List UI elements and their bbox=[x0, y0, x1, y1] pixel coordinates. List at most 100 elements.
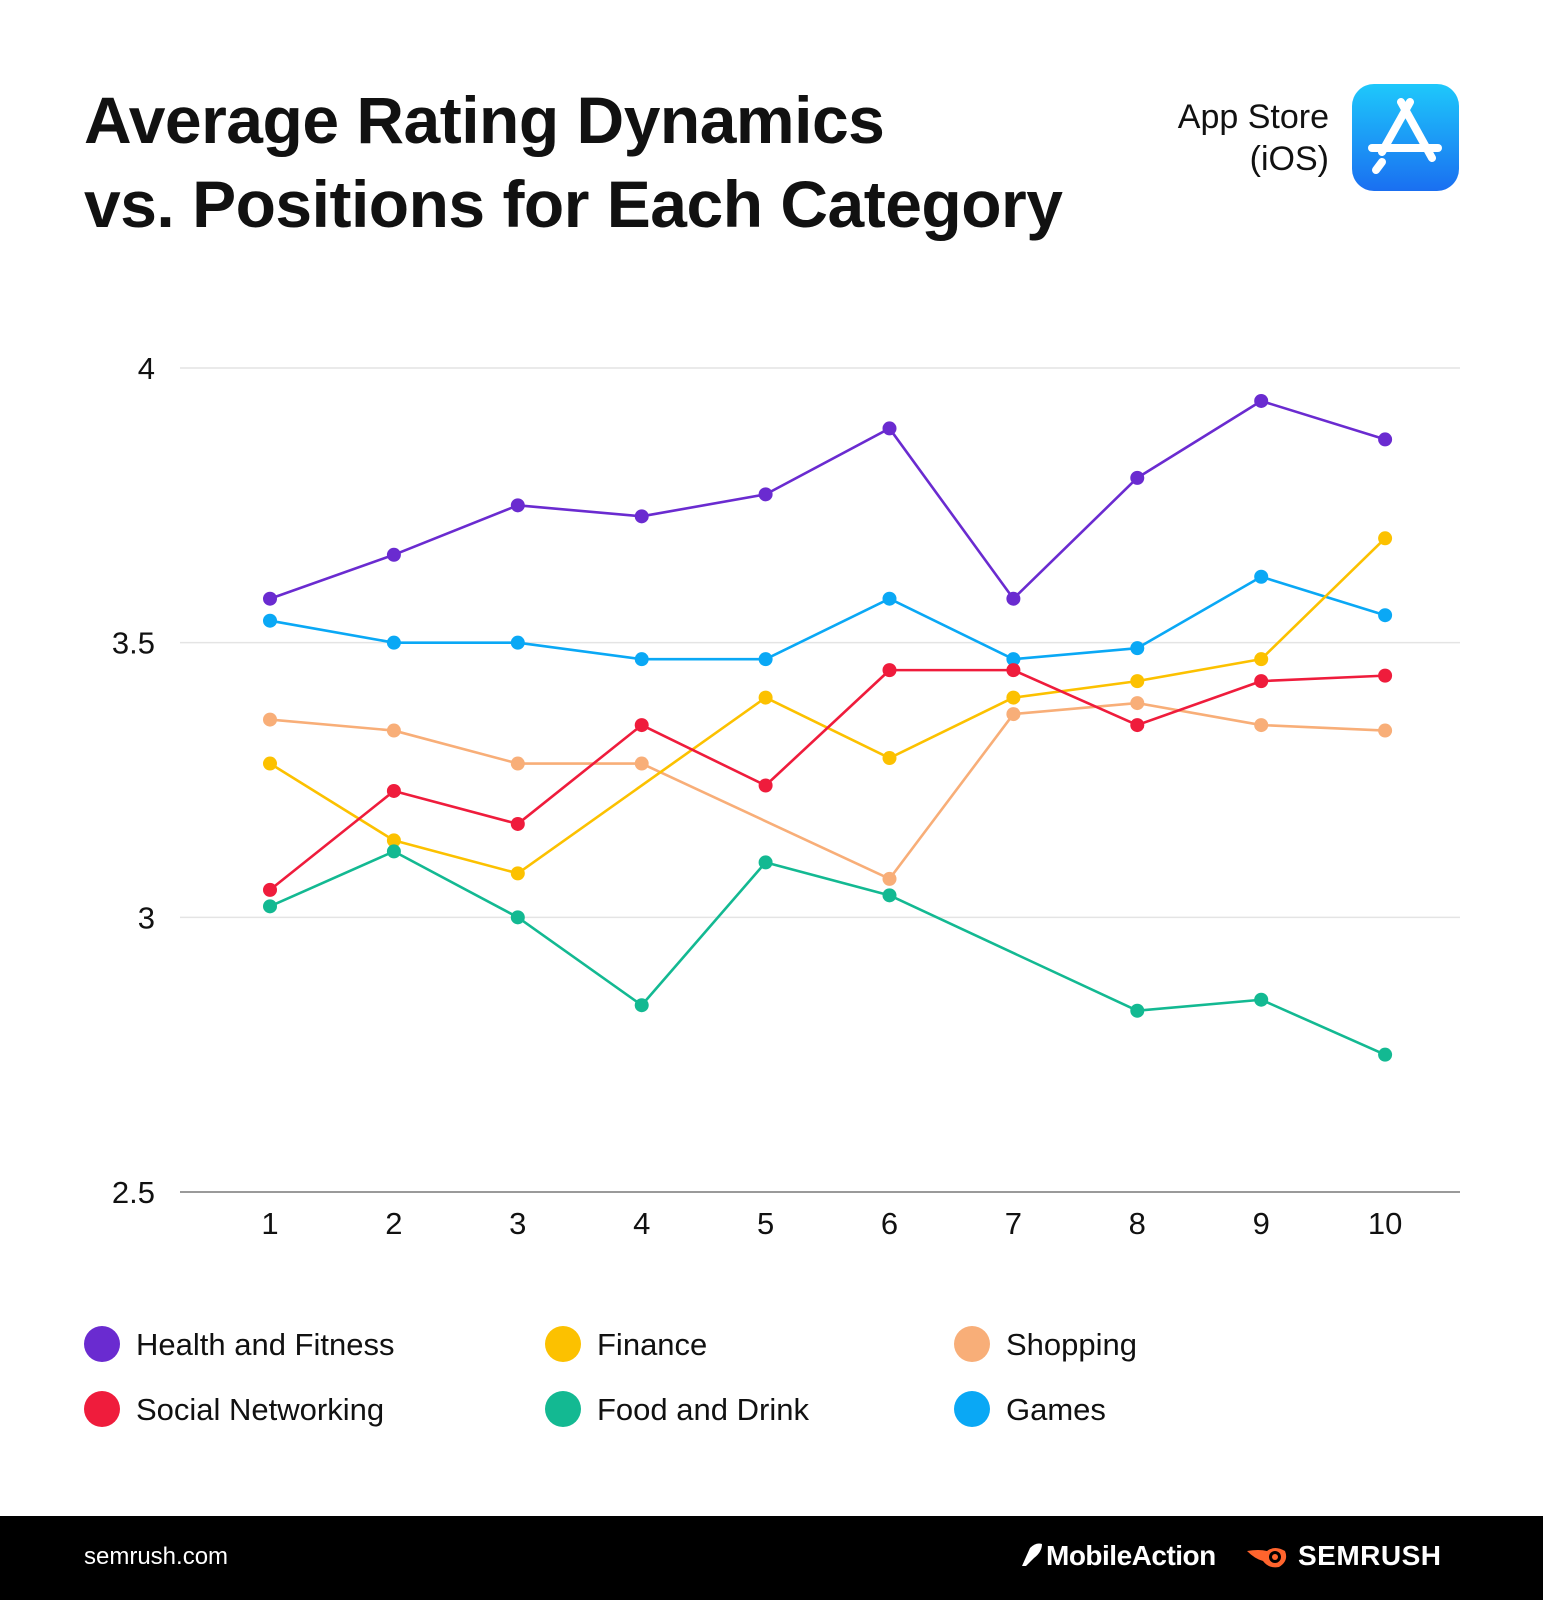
x-tick-label: 1 bbox=[261, 1206, 278, 1241]
data-point-finance bbox=[1254, 652, 1269, 667]
data-point-health-and-fitness bbox=[386, 547, 401, 562]
data-point-games bbox=[1130, 641, 1145, 656]
data-point-food-and-drink bbox=[882, 888, 897, 903]
data-point-games bbox=[1254, 569, 1269, 584]
data-point-health-and-fitness bbox=[263, 591, 277, 606]
store-label-line-1: App Store bbox=[1177, 98, 1329, 136]
data-point-social-networking bbox=[386, 783, 401, 798]
app-store-icon bbox=[1352, 84, 1459, 191]
y-tick-label: 4 bbox=[138, 351, 155, 386]
data-point-food-and-drink bbox=[1254, 992, 1269, 1007]
legend-label: Social Networking bbox=[136, 1392, 385, 1427]
title-line-1: Average Rating Dynamics bbox=[84, 83, 885, 157]
data-point-finance bbox=[386, 833, 401, 848]
data-point-social-networking bbox=[634, 718, 649, 733]
series-line-health-and-fitness bbox=[269, 399, 1386, 601]
data-point-games bbox=[263, 613, 277, 628]
data-point-shopping bbox=[634, 756, 649, 771]
series-line-social-networking bbox=[269, 668, 1386, 891]
series-line-finance bbox=[269, 537, 1387, 875]
x-tick-label: 7 bbox=[1005, 1206, 1022, 1241]
data-point-social-networking bbox=[1130, 718, 1145, 733]
title-line-2: vs. Positions for Each Category bbox=[84, 167, 1063, 241]
data-point-health-and-fitness bbox=[510, 498, 525, 513]
legend-label: Finance bbox=[597, 1327, 708, 1362]
data-point-social-networking bbox=[263, 882, 277, 897]
legend-label: Health and Fitness bbox=[136, 1327, 395, 1362]
data-point-food-and-drink bbox=[510, 910, 525, 925]
data-point-health-and-fitness bbox=[634, 509, 649, 524]
data-point-games bbox=[386, 635, 401, 650]
legend-dot-icon bbox=[545, 1326, 581, 1362]
store-label: App Store (iOS) bbox=[1178, 96, 1329, 180]
x-tick-label: 6 bbox=[881, 1206, 898, 1241]
legend-dot-icon bbox=[84, 1391, 120, 1427]
x-tick-label: 3 bbox=[509, 1206, 526, 1241]
data-point-shopping bbox=[386, 723, 401, 738]
data-point-health-and-fitness bbox=[1254, 393, 1269, 408]
data-point-food-and-drink bbox=[634, 998, 649, 1013]
data-point-health-and-fitness bbox=[1378, 432, 1393, 447]
data-point-games bbox=[634, 652, 649, 667]
legend-label: Food and Drink bbox=[597, 1392, 809, 1427]
x-tick-label: 8 bbox=[1129, 1206, 1146, 1241]
legend-dot-icon bbox=[84, 1326, 120, 1362]
x-tick-label: 10 bbox=[1368, 1206, 1402, 1241]
line-chart: 2.5 3 3.5 4 1 2 3 4 5 6 7 8 9 10 bbox=[112, 351, 1460, 1241]
y-tick-label: 3.5 bbox=[112, 626, 155, 661]
data-point-health-and-fitness bbox=[1006, 591, 1021, 606]
data-point-shopping bbox=[1130, 696, 1145, 711]
x-tick-label: 5 bbox=[757, 1206, 774, 1241]
legend-label: Games bbox=[1006, 1392, 1106, 1427]
data-point-games bbox=[1378, 608, 1393, 623]
y-tick-label: 3 bbox=[138, 900, 155, 935]
data-point-food-and-drink bbox=[263, 899, 277, 914]
x-tick-label: 4 bbox=[633, 1206, 650, 1241]
footer-bar: semrush.com MobileAction SEMRUSH bbox=[0, 1516, 1543, 1600]
series-line-food-and-drink bbox=[269, 850, 1386, 1056]
page-title: Average Rating Dynamics vs. Positions fo… bbox=[84, 78, 1063, 246]
data-point-health-and-fitness bbox=[758, 487, 773, 502]
data-point-finance bbox=[263, 756, 277, 771]
data-point-finance bbox=[1130, 674, 1145, 689]
data-point-shopping bbox=[1006, 707, 1021, 722]
mobileaction-logo-text: MobileAction bbox=[1046, 1540, 1216, 1571]
footer-url: semrush.com bbox=[84, 1543, 229, 1570]
data-point-social-networking bbox=[1006, 663, 1021, 678]
data-point-finance bbox=[510, 866, 525, 881]
data-point-food-and-drink bbox=[1130, 1003, 1145, 1018]
x-tick-label: 9 bbox=[1253, 1206, 1270, 1241]
y-tick-label: 2.5 bbox=[112, 1175, 155, 1210]
data-point-social-networking bbox=[758, 778, 773, 793]
data-point-games bbox=[758, 652, 773, 667]
semrush-logo-icon bbox=[1247, 1548, 1287, 1568]
legend-dot-icon bbox=[954, 1326, 990, 1362]
store-label-line-2: (iOS) bbox=[1249, 140, 1329, 178]
data-point-shopping bbox=[1378, 723, 1393, 738]
data-point-games bbox=[1006, 652, 1021, 667]
data-point-games bbox=[882, 591, 897, 606]
semrush-logo-text: SEMRUSH bbox=[1298, 1540, 1442, 1571]
data-point-health-and-fitness bbox=[882, 421, 897, 436]
x-tick-label: 2 bbox=[385, 1206, 402, 1241]
data-point-shopping bbox=[510, 756, 525, 771]
data-point-games bbox=[510, 635, 525, 650]
data-point-food-and-drink bbox=[1378, 1047, 1393, 1062]
data-point-finance bbox=[882, 751, 897, 766]
data-point-social-networking bbox=[882, 663, 897, 678]
data-point-finance bbox=[758, 690, 773, 705]
legend-dot-icon bbox=[545, 1391, 581, 1427]
data-point-finance bbox=[1006, 690, 1021, 705]
data-point-shopping bbox=[882, 871, 897, 886]
data-point-food-and-drink bbox=[386, 844, 401, 859]
legend-label: Shopping bbox=[1006, 1327, 1138, 1362]
data-point-social-networking bbox=[1254, 674, 1269, 689]
mobileaction-logo-icon bbox=[1022, 1543, 1042, 1566]
legend-dot-icon bbox=[954, 1391, 990, 1427]
data-point-shopping bbox=[263, 712, 277, 727]
data-point-food-and-drink bbox=[758, 855, 773, 870]
data-point-social-networking bbox=[1378, 668, 1393, 683]
series-line-games bbox=[269, 575, 1386, 661]
data-point-finance bbox=[1378, 531, 1393, 546]
data-point-social-networking bbox=[510, 816, 525, 831]
